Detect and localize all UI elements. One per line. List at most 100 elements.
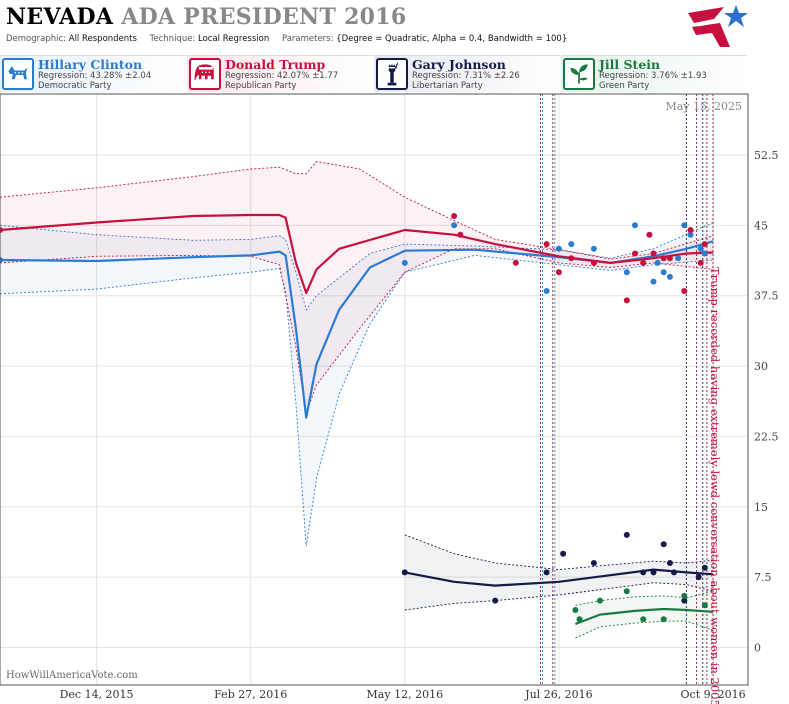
- plot-frame: [0, 93, 749, 686]
- x-tick-label: May 12, 2016: [367, 688, 444, 701]
- lower-bound-trump: [0, 248, 714, 415]
- candidate-name: Jill Stein: [599, 57, 661, 72]
- poll-point-clinton: [568, 241, 575, 248]
- poll-point-stein: [681, 592, 688, 599]
- poll-point-trump: [697, 259, 704, 266]
- lower-bound-stein: [575, 620, 714, 639]
- poll-point-johnson: [660, 541, 667, 548]
- candidate-card-stein: Jill Stein Regression: 3.76% ±1.93 Green…: [561, 55, 747, 92]
- poll-point-trump: [0, 227, 3, 233]
- poll-point-trump: [650, 250, 657, 257]
- race-title: ADA PRESIDENT 2016: [121, 4, 407, 30]
- poll-point-trump: [451, 213, 458, 219]
- poll-point-clinton: [675, 255, 682, 262]
- parameters-label: Parameters:: [281, 34, 334, 44]
- poll-point-johnson: [623, 531, 630, 538]
- y-tick-label: 15: [754, 501, 768, 514]
- poll-point-johnson: [543, 569, 550, 576]
- upper-bound-trump: [0, 161, 714, 260]
- watermark: HowWillAmericaVote.com: [6, 670, 138, 681]
- poll-point-trump: [646, 231, 653, 238]
- poll-point-clinton: [666, 273, 673, 280]
- poll-point-trump: [568, 255, 575, 262]
- poll-point-trump: [590, 259, 597, 266]
- poll-point-trump: [666, 255, 673, 262]
- y-tick-label: 52.5: [754, 149, 779, 162]
- poll-point-trump: [457, 231, 464, 238]
- poll-point-clinton: [681, 222, 688, 229]
- poll-point-clinton: [632, 222, 638, 229]
- y-tick-label: 22.5: [754, 430, 779, 443]
- poll-point-johnson: [492, 597, 499, 604]
- poll-point-johnson: [650, 569, 657, 576]
- poll-point-clinton: [654, 259, 661, 266]
- x-tick-label: Dec 14, 2015: [60, 688, 134, 701]
- poll-point-trump: [555, 269, 562, 276]
- poll-point-clinton: [623, 269, 630, 276]
- upper-bound-stein: [575, 590, 714, 606]
- y-tick-label: 7.5: [754, 571, 772, 584]
- poll-point-johnson: [671, 569, 677, 576]
- upper-bound-clinton: [0, 222, 714, 311]
- poll-point-clinton: [451, 222, 458, 229]
- poll-point-stein: [660, 616, 667, 623]
- elephant-icon: [189, 58, 221, 90]
- poll-point-stein: [640, 616, 647, 623]
- parameters-line: Demographic: All Respondents Technique: …: [6, 34, 567, 44]
- y-tick-label: 30: [754, 360, 768, 373]
- poll-point-johnson: [560, 550, 567, 557]
- candidate-regression: Regression: 3.76% ±1.93: [599, 71, 707, 81]
- poll-point-clinton: [0, 257, 3, 263]
- trend-line-johnson: [404, 568, 714, 587]
- x-tick-label: Feb 27, 2016: [214, 688, 287, 701]
- site-logo-icon: [688, 5, 748, 47]
- y-tick-label: 0: [754, 641, 761, 654]
- candidate-party: Democratic Party: [38, 81, 112, 91]
- candidate-name: Donald Trump: [225, 57, 326, 72]
- poll-point-johnson: [681, 597, 688, 604]
- poll-point-trump: [640, 259, 647, 266]
- upper-bound-johnson: [404, 534, 714, 571]
- y-tick-label: 37.5: [754, 290, 779, 303]
- parameters-value: {Degree = Quadratic, Alpha = 0.4, Bandwi…: [336, 34, 568, 44]
- poll-point-johnson: [401, 569, 408, 576]
- poll-point-clinton: [650, 278, 657, 285]
- lower-bound-clinton: [0, 254, 714, 547]
- poll-point-trump: [512, 259, 519, 266]
- poll-point-clinton: [543, 288, 550, 294]
- candidate-party: Republican Party: [225, 81, 297, 91]
- poll-point-trump: [660, 255, 667, 262]
- x-tick-label: Jul 26, 2016: [524, 688, 593, 701]
- poll-point-johnson: [701, 564, 708, 571]
- candidate-card-johnson: Gary Johnson Regression: 7.31% ±2.26 Lib…: [374, 55, 560, 92]
- candidate-card-trump: Donald Trump Regression: 42.07% ±1.77 Re…: [187, 55, 373, 92]
- trend-line-trump: [0, 213, 714, 294]
- poll-point-clinton: [590, 245, 597, 252]
- poll-point-trump: [632, 250, 638, 257]
- poll-point-stein: [623, 588, 630, 595]
- poll-point-johnson: [590, 560, 597, 566]
- poll-point-trump: [543, 241, 550, 248]
- statue-of-liberty-icon: [376, 58, 408, 90]
- poll-point-clinton: [555, 245, 562, 252]
- poll-point-johnson: [640, 569, 647, 576]
- poll-point-stein: [572, 607, 579, 613]
- candidate-party: Libertarian Party: [412, 81, 483, 91]
- poll-point-trump: [623, 297, 630, 304]
- lower-bound-johnson: [404, 582, 714, 611]
- confidence-band-johnson: [404, 534, 714, 610]
- poll-point-clinton: [701, 250, 708, 257]
- technique-value: Local Regression: [198, 34, 270, 44]
- donkey-icon: [2, 58, 34, 90]
- candidate-regression: Regression: 7.31% ±2.26: [412, 71, 520, 81]
- technique-label: Technique:: [149, 34, 196, 44]
- candidate-name: Gary Johnson: [412, 57, 506, 72]
- candidate-regression: Regression: 43.28% ±2.04: [38, 71, 152, 81]
- date-stamp: May 15, 2025: [665, 100, 742, 113]
- poll-point-trump: [681, 288, 688, 294]
- poll-point-clinton: [687, 231, 694, 238]
- confidence-band-stein: [575, 591, 714, 639]
- demographic-value: All Respondents: [68, 34, 137, 44]
- plant-icon: [563, 58, 595, 90]
- poll-point-trump: [687, 227, 694, 233]
